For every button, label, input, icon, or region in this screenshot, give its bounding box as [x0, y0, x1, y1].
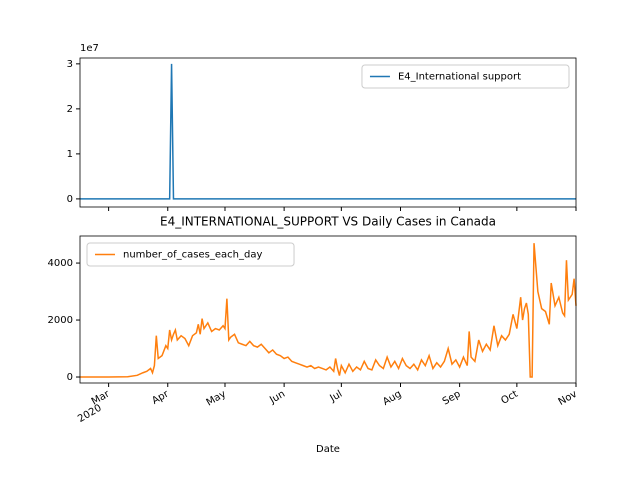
y-tick-label: 3: [67, 59, 73, 70]
legend-label: E4_International support: [398, 72, 521, 83]
x-tick-label: Jun: [267, 389, 287, 407]
x-tick-label: Oct: [499, 389, 520, 407]
y-tick-label: 4000: [48, 258, 73, 269]
x-year-label: 2020: [76, 403, 104, 425]
data-line: [80, 243, 577, 378]
x-tick-label: Sep: [441, 389, 463, 408]
plot-frame: [79, 57, 577, 208]
y-tick-label: 1: [67, 149, 73, 160]
data-line: [80, 63, 576, 200]
legend-label: number_of_cases_each_day: [123, 250, 262, 261]
x-tick-label: May: [205, 389, 228, 409]
y-tick-label: 0: [67, 194, 73, 205]
x-tick-label: Nov: [557, 389, 579, 408]
legend-box: [86, 242, 295, 267]
legend-box: [361, 64, 570, 89]
y-offset-label: 1e7: [80, 43, 99, 54]
x-tick-label: Jul: [328, 389, 345, 405]
x-tick-label: Apr: [150, 388, 171, 407]
y-tick-label: 0: [67, 372, 73, 383]
y-tick-label: 2000: [48, 315, 73, 326]
plot-frame: [79, 235, 577, 384]
x-axis-label: Date: [316, 444, 340, 455]
x-tick-label: Aug: [381, 389, 403, 408]
y-tick-label: 2: [67, 104, 73, 115]
chart-title: E4_INTERNATIONAL_SUPPORT VS Daily Cases …: [160, 215, 496, 229]
